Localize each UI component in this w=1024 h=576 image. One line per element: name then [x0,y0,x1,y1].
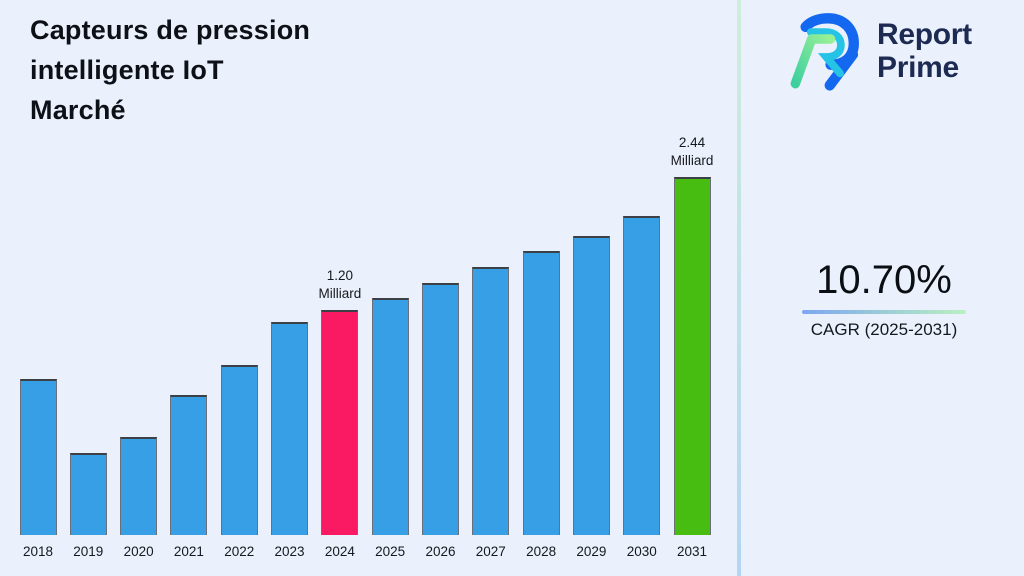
x-tick-label-2027: 2027 [475,544,506,559]
x-tick-label-2021: 2021 [173,544,204,559]
cagr-value: 10.70% [816,258,952,302]
x-tick-label-2019: 2019 [73,544,104,559]
report-prime-logo: Report Prime [785,8,972,94]
x-tick-label-2024: 2024 [324,544,355,559]
bar-2024 [321,310,359,535]
x-tick-label-2025: 2025 [375,544,406,559]
cagr-label: CAGR (2025-2031) [810,320,958,339]
bar-2028 [522,251,560,535]
logo-word-prime: Prime [877,51,959,84]
bar-2025 [371,298,409,535]
x-tick-label-2020: 2020 [123,544,154,559]
x-tick-label-2029: 2029 [576,544,607,559]
x-tick-label-2028: 2028 [526,544,557,559]
logo-wordmark: Report Prime [877,18,972,84]
bar-2022 [220,365,258,535]
x-tick-label-2018: 2018 [22,544,54,559]
bar-2031 [673,177,711,535]
bar-chart: 2018 2019 2020 2021 2022 2023 2024 1.20 Milliar… [19,135,714,559]
bar-2018 [19,379,57,535]
cagr-block: 10.70% CAGR (2025-2031) [784,258,984,340]
value-label-2031: 2.44 Milliard [670,135,714,168]
value-label-2024: 1.20 Milliard [318,268,362,301]
bar-2026 [421,283,459,535]
x-tick-label-2022: 2022 [224,544,255,559]
report-prime-logo-icon [790,13,859,91]
page-title: Capteurs de pression intelligente IoT Ma… [30,15,311,125]
x-tick-label-2023: 2023 [274,544,305,559]
cagr-underline [802,310,966,314]
bar-2021 [170,395,208,535]
bar-2023 [271,322,309,535]
bar-2030 [623,216,661,535]
x-tick-label-2026: 2026 [425,544,456,559]
bar-2027 [472,267,510,535]
bar-2020 [120,437,158,535]
bar-2019 [69,453,107,535]
logo-word-report: Report [877,18,972,51]
bar-2029 [572,236,610,535]
x-tick-label-2031: 2031 [676,544,708,559]
x-tick-label-2030: 2030 [626,544,657,559]
vertical-divider [737,0,741,576]
